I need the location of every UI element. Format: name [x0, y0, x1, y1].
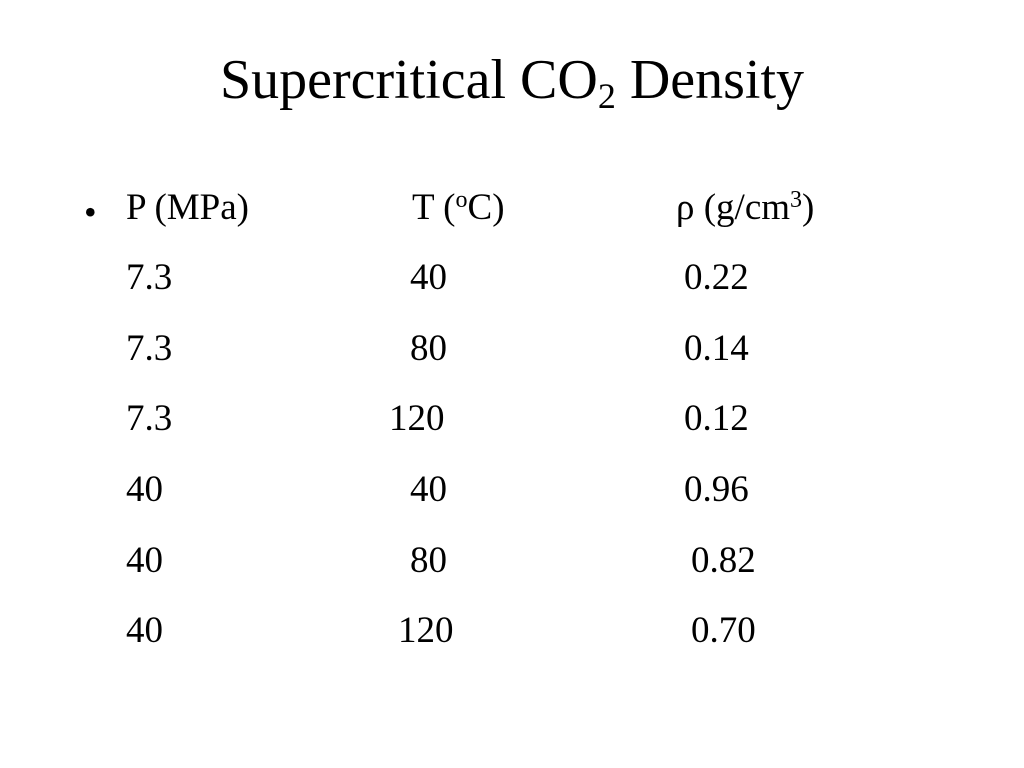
row-2-temperature: 80	[410, 328, 447, 369]
row-4-pressure: 40	[126, 469, 163, 510]
row-4-density: 0.96	[684, 469, 749, 510]
row-3-density: 0.12	[684, 398, 749, 439]
row-4-temperature: 40	[410, 469, 447, 510]
header-pressure: P (MPa)	[126, 187, 249, 228]
row-1-density: 0.22	[684, 257, 749, 298]
row-6-temperature: 120	[398, 610, 454, 651]
header-temperature-prefix: T (	[412, 187, 456, 228]
row-3-temperature: 120	[389, 398, 445, 439]
header-density-suffix: )	[802, 187, 815, 228]
header-temperature-suffix: C)	[467, 187, 505, 228]
row-1-pressure: 7.3	[126, 257, 173, 298]
row-5-temperature: 80	[410, 540, 447, 581]
row-2-pressure: 7.3	[126, 328, 173, 369]
title-subscript: 2	[597, 76, 616, 116]
row-2-density: 0.14	[684, 328, 749, 369]
bullet-point: •	[84, 192, 97, 232]
header-temperature: T (oC)	[412, 186, 505, 230]
header-temperature-degree: o	[455, 187, 468, 213]
row-6-density: 0.70	[691, 610, 756, 651]
row-3-pressure: 7.3	[126, 398, 173, 439]
row-5-pressure: 40	[126, 540, 163, 581]
header-density: ρ (g/cm3)	[676, 186, 814, 230]
header-density-exponent: 3	[790, 187, 803, 213]
title-suffix: Density	[615, 49, 805, 111]
title-main: Supercritical CO	[219, 49, 598, 111]
slide-title: Supercritical CO2 Density	[0, 44, 1024, 116]
row-6-pressure: 40	[126, 610, 163, 651]
row-1-temperature: 40	[410, 257, 447, 298]
header-density-prefix: ρ (g/cm	[676, 187, 791, 228]
row-5-density: 0.82	[691, 540, 756, 581]
